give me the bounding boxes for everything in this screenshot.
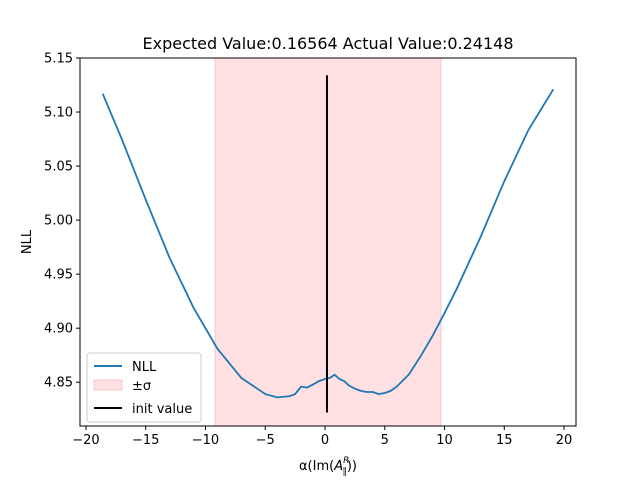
x-tick-label: 15 <box>496 433 513 448</box>
x-tick-label: −10 <box>192 433 219 448</box>
x-tick-label: −5 <box>256 433 275 448</box>
x-tick-label: −20 <box>72 433 99 448</box>
y-tick-label: 4.95 <box>44 268 73 283</box>
y-tick-label: 5.00 <box>44 214 73 229</box>
x-tick-label: 10 <box>436 433 453 448</box>
nll-line <box>101 88 555 399</box>
x-axis-label-var: A <box>333 459 343 474</box>
x-axis-label-sup: R <box>343 456 349 466</box>
x-tick-label: 0 <box>321 433 329 448</box>
x-tick-label: 20 <box>556 433 573 448</box>
x-axis-label-suffix: )) <box>347 459 357 474</box>
y-axis: 4.85 4.90 4.95 5.00 5.05 5.10 5.15 <box>44 52 80 391</box>
legend-label-init: init value <box>132 402 192 417</box>
plot-area <box>79 57 577 427</box>
chart-title: Expected Value:0.16564 Actual Value:0.24… <box>142 34 513 53</box>
y-tick-label: 5.15 <box>44 52 73 67</box>
x-axis-label-sub: ∥ <box>342 467 347 477</box>
legend: NLL ±σ init value <box>86 352 202 423</box>
y-axis-label: NLL <box>20 229 35 254</box>
axes-frame <box>79 57 577 427</box>
legend-swatch-band <box>93 379 123 391</box>
x-axis: −20 −15 −10 −5 0 5 10 15 20 <box>72 426 572 448</box>
y-tick-label: 4.90 <box>44 322 73 337</box>
sigma-band <box>214 57 442 427</box>
legend-label-nll: NLL <box>132 360 157 375</box>
x-axis-label-prefix: α(Im( <box>299 459 334 474</box>
y-tick-label: 4.85 <box>44 376 73 391</box>
y-tick-label: 5.10 <box>44 106 73 121</box>
x-tick-label: −15 <box>132 433 159 448</box>
x-tick-label: 5 <box>381 433 389 448</box>
x-axis-label: α(Im(AR ∥)) <box>299 456 357 477</box>
legend-label-band: ±σ <box>132 379 151 394</box>
legend-box <box>86 352 202 423</box>
y-tick-label: 5.05 <box>44 160 73 175</box>
